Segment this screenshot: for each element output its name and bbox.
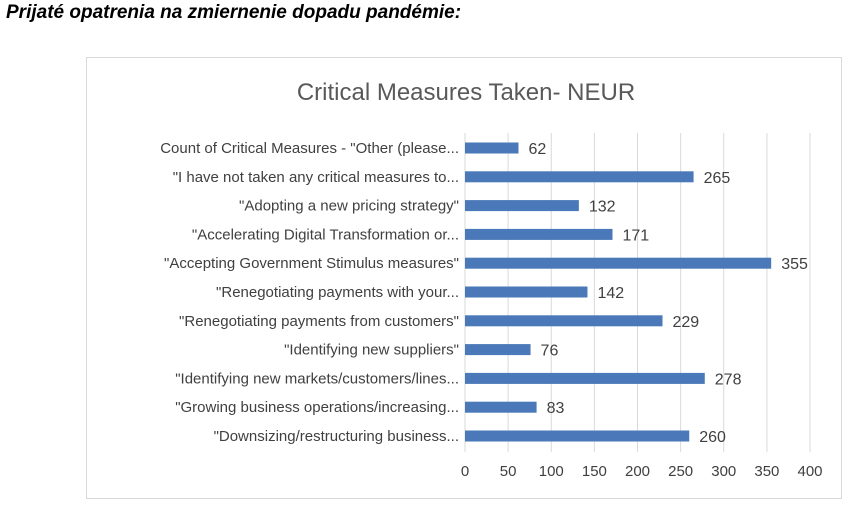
bar [465,228,613,240]
category-label: "Adopting a new pricing strategy" [239,198,459,215]
category-label: Count of Critical Measures - "Other (ple… [160,140,459,157]
category-label: "Renegotiating payments from customers" [179,313,459,330]
category-label: "Identifying new markets/customers/lines… [175,370,459,387]
bar [465,430,690,442]
x-tick-label: 50 [500,463,517,480]
data-label: 62 [528,141,546,158]
x-tick-label: 300 [711,463,736,480]
data-label: 265 [704,170,731,187]
data-label: 355 [781,256,808,273]
x-tick-label: 0 [461,463,469,480]
data-label: 132 [589,199,616,216]
chart-title: Critical Measures Taken- NEUR [297,79,635,106]
x-tick-label: 400 [797,463,822,480]
category-label: "Downsizing/restructuring business... [214,428,459,445]
data-label: 260 [699,429,726,446]
data-label: 171 [622,227,649,244]
bar [465,200,579,212]
x-axis-ticks: 0 50 100 150 200 250 300 350 400 [461,463,823,480]
data-label: 142 [597,285,624,302]
bar [465,286,588,298]
page-heading: Prijaté opatrenia na zmiernenie dopadu p… [6,2,462,23]
bar [465,171,694,183]
data-label: 76 [541,343,559,360]
category-label: "Accelerating Digital Transformation or.… [192,226,459,243]
bars [465,142,772,442]
bar [465,315,663,327]
bar [465,344,531,356]
data-label: 229 [673,314,700,331]
category-label: "Renegotiating payments with your... [216,284,459,301]
bar [465,142,519,154]
data-labels: 62 265 132 171 355 142 229 76 278 83 260 [528,141,808,446]
x-tick-label: 350 [754,463,779,480]
category-label: "Accepting Government Stimulus measures" [164,255,459,272]
x-tick-label: 100 [539,463,564,480]
bar [465,257,772,269]
x-tick-label: 250 [668,463,693,480]
x-tick-label: 200 [625,463,650,480]
data-label: 278 [715,371,742,388]
category-label: "I have not taken any critical measures … [173,169,459,186]
data-label: 83 [547,400,565,417]
bar [465,401,537,413]
bar [465,372,705,384]
category-labels: Count of Critical Measures - "Other (ple… [160,140,459,445]
category-label: "Growing business operations/increasing.… [175,399,459,416]
chart-frame [86,57,842,499]
x-tick-label: 150 [582,463,607,480]
category-label: "Identifying new suppliers" [284,342,459,359]
